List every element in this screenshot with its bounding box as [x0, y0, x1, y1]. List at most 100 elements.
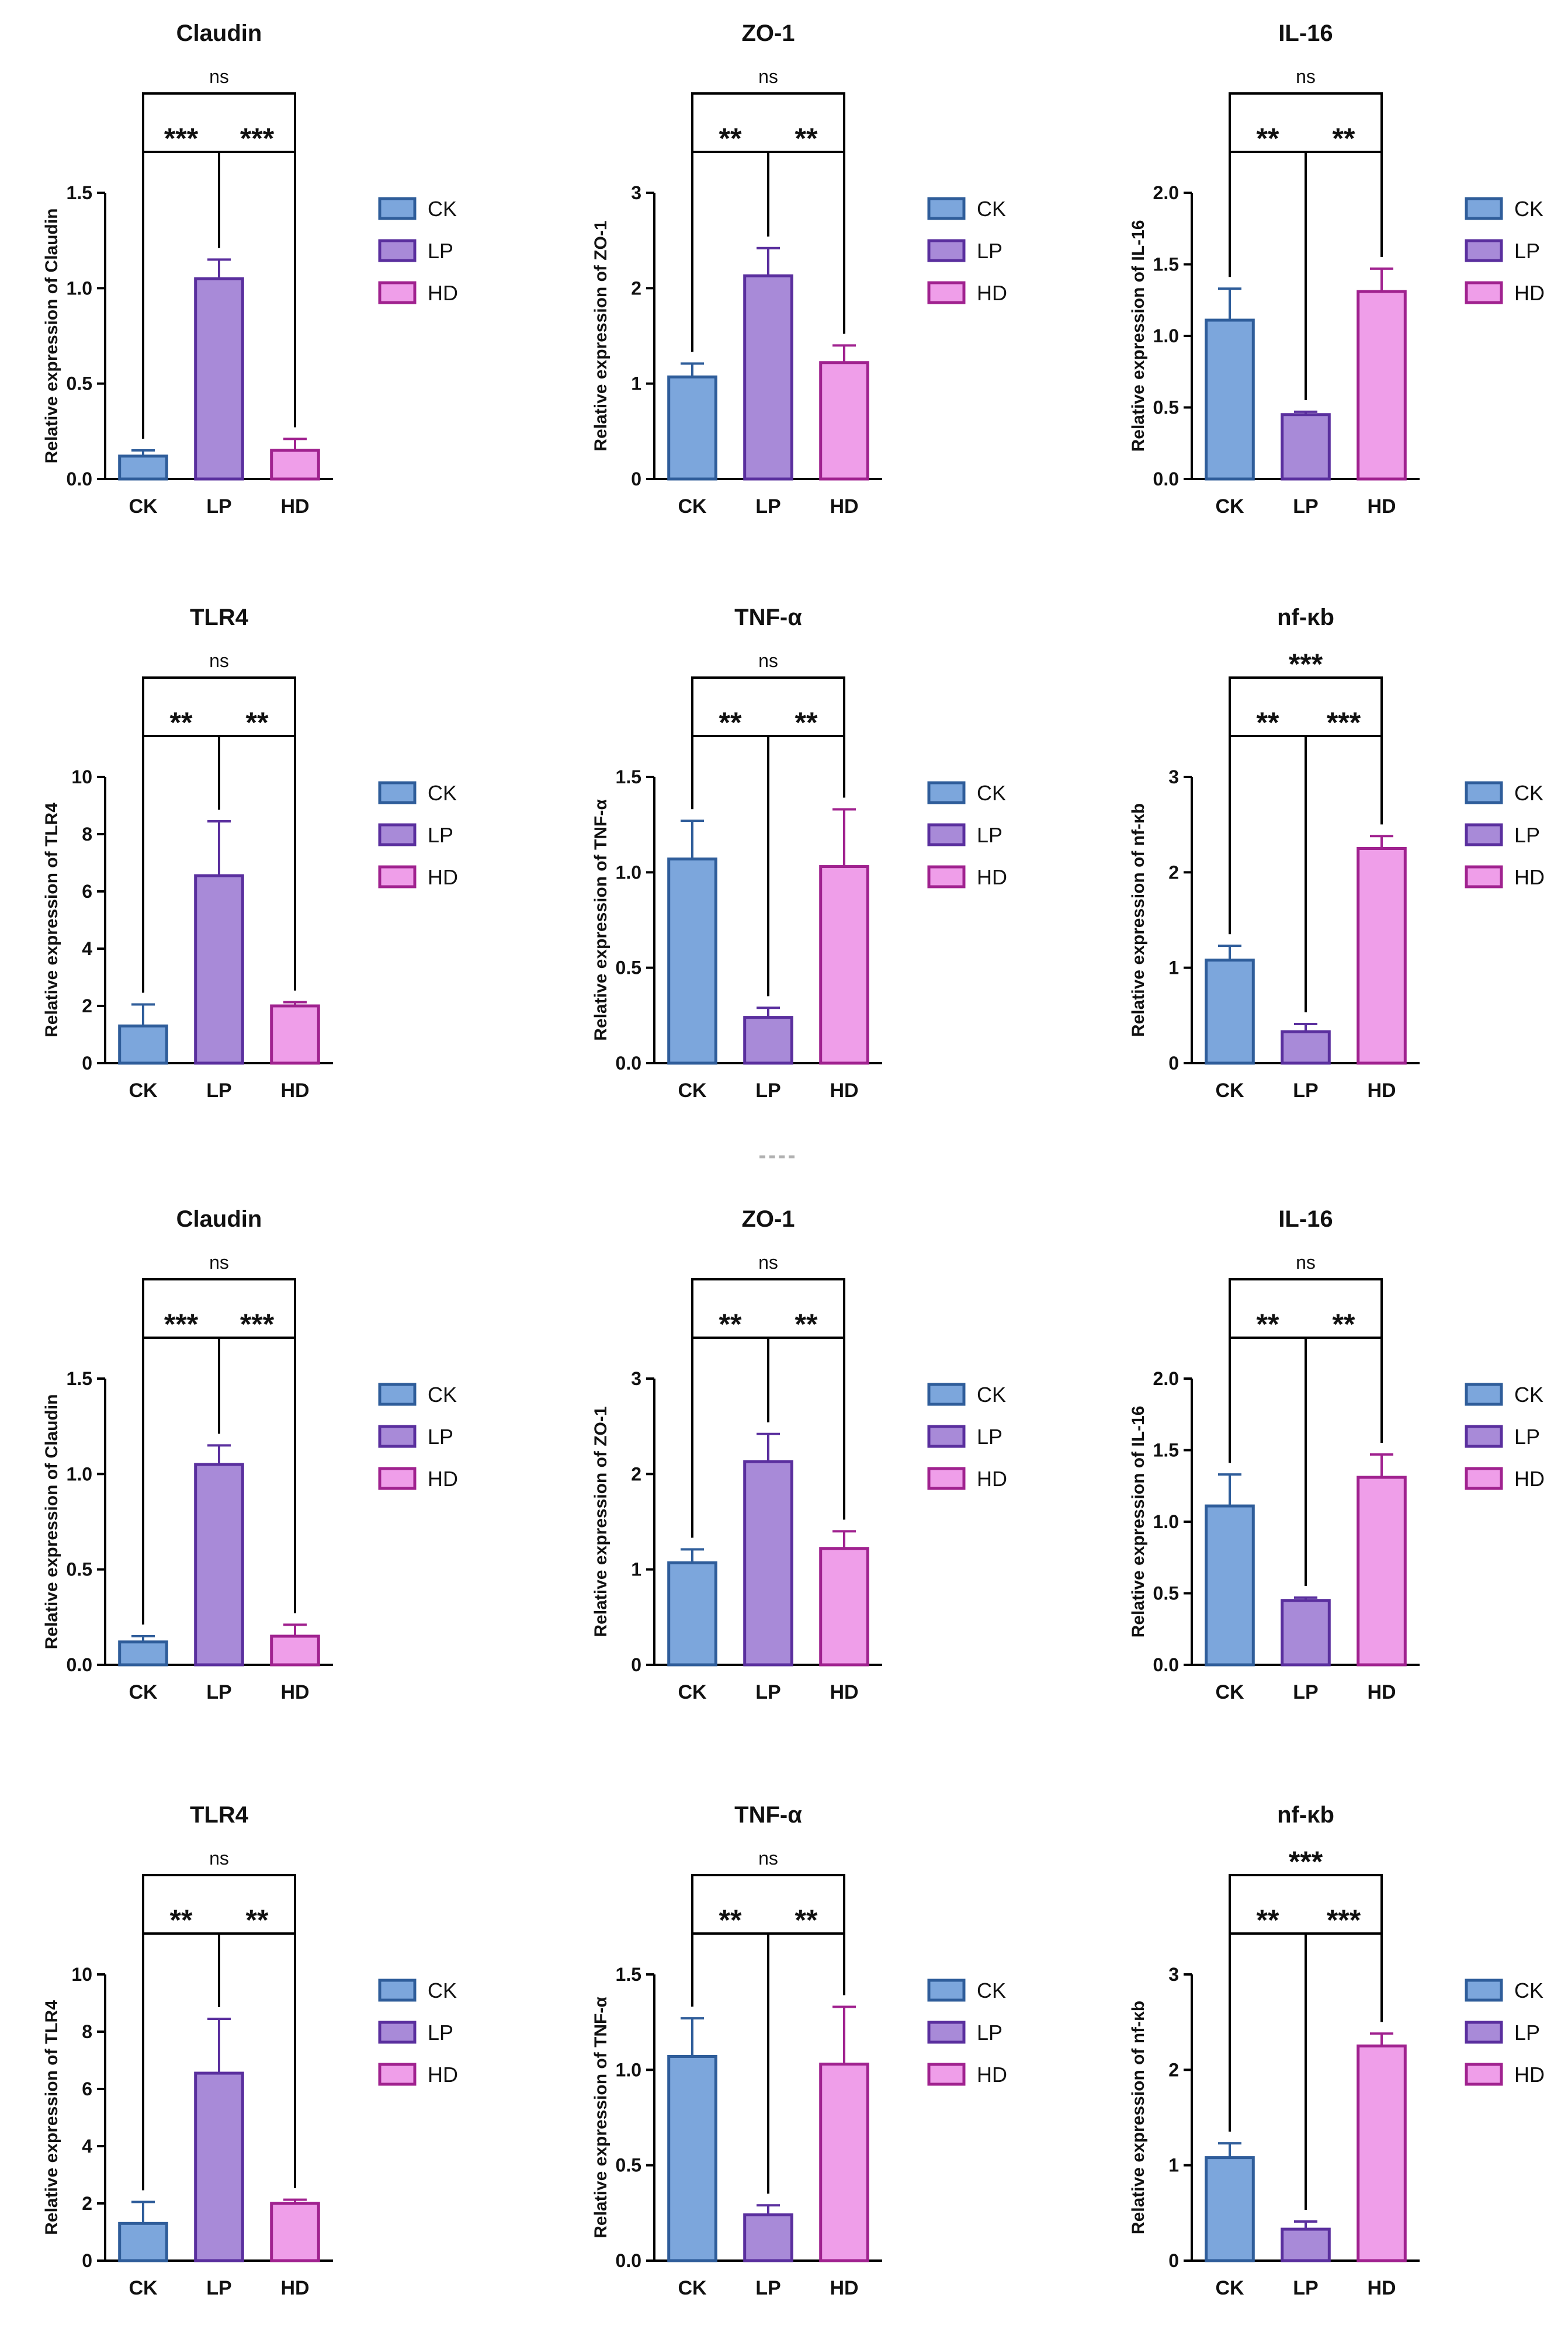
chart-title: TNF-α — [734, 1802, 802, 1828]
bar-lp — [743, 274, 793, 481]
legend-label-hd: HD — [977, 1467, 1007, 1491]
legend-swatch-lp — [378, 239, 417, 262]
chart-title: Claudin — [176, 20, 262, 46]
legend-swatch-lp — [927, 823, 966, 846]
significance-label: ** — [246, 706, 269, 739]
bar-lp — [194, 2071, 244, 2262]
legend-swatch-ck — [927, 197, 966, 220]
significance-label: ns — [1296, 1252, 1316, 1273]
legend-label-hd: HD — [1514, 865, 1545, 889]
chart-panel-10: TLR4 Relative expression of TLR4 0 2 4 6 8 10 CK… — [42, 1802, 458, 2299]
y-tick-label: 0 — [82, 2250, 92, 2271]
legend-label-hd: HD — [977, 865, 1007, 889]
legend-swatch-hd — [927, 1467, 966, 1490]
section-separator: - - — [759, 1155, 795, 1158]
bar-ck — [667, 2054, 717, 2262]
x-tick-label-lp: LP — [1293, 1080, 1318, 1102]
y-tick-label: 0.0 — [616, 1053, 641, 1074]
x-tick-label-ck: CK — [129, 1681, 158, 1703]
chart-panel-1: Claudin Relative expression of Claudin 0.0… — [42, 20, 458, 518]
significance-label: ** — [170, 706, 193, 739]
y-tick-label: 0 — [1168, 2250, 1179, 2271]
bar-ck — [1205, 1504, 1255, 1667]
legend-label-hd: HD — [428, 1467, 458, 1491]
legend-label-hd: HD — [1514, 1467, 1545, 1491]
x-tick-label-ck: CK — [678, 2277, 707, 2299]
bar-hd — [270, 2202, 320, 2262]
bar-hd — [1357, 847, 1407, 1065]
legend-label-hd: HD — [428, 865, 458, 889]
significance-label: ns — [758, 66, 778, 87]
x-tick-label-hd: HD — [830, 495, 858, 518]
chart-panel-2: ZO-1 Relative expression of ZO-1 0 1 2 3 CK LP H… — [591, 20, 1007, 518]
x-tick-label-lp: LP — [206, 495, 231, 518]
y-axis-label: Relative expression of nf-κb — [1129, 2001, 1148, 2234]
significance-label: ** — [795, 1308, 818, 1341]
legend-swatch-hd — [1465, 1467, 1503, 1490]
bar-ck — [118, 1640, 168, 1667]
legend-swatch-ck — [927, 1979, 966, 2002]
significance-label: ** — [1257, 1904, 1279, 1936]
legend-swatch-lp — [927, 1425, 966, 1448]
significance-label: *** — [240, 1308, 275, 1341]
significance-bracket — [142, 1874, 296, 2191]
legend-swatch-lp — [1465, 239, 1503, 262]
bar-hd — [270, 1634, 320, 1667]
x-tick-label-lp: LP — [206, 1080, 231, 1102]
legend-swatch-lp — [1465, 1425, 1503, 1448]
legend-label-ck: CK — [1514, 781, 1543, 805]
y-tick-label: 4 — [82, 938, 92, 959]
y-tick-label: 2 — [631, 1463, 641, 1484]
legend-swatch-hd — [927, 281, 966, 304]
x-tick-label-hd: HD — [1367, 1681, 1396, 1703]
legend-label-ck: CK — [977, 781, 1006, 805]
y-tick-label: 2 — [82, 2193, 92, 2214]
x-tick-label-ck: CK — [1215, 495, 1244, 518]
legend-label-lp: LP — [977, 1425, 1002, 1449]
legend-swatch-lp — [378, 1425, 417, 1448]
y-tick-label: 2.0 — [1153, 182, 1179, 203]
significance-label: ** — [795, 706, 818, 739]
y-axis-label: Relative expression of TLR4 — [42, 2000, 61, 2235]
significance-label: ns — [209, 1252, 229, 1273]
legend-swatch-hd — [378, 865, 417, 888]
significance-label: ** — [719, 1904, 742, 1936]
y-axis-label: Relative expression of Claudin — [42, 209, 61, 464]
y-tick-label: 2.0 — [1153, 1368, 1179, 1389]
significance-bracket — [691, 92, 845, 352]
bar-lp — [743, 1016, 793, 1065]
y-tick-label: 0 — [631, 468, 641, 490]
chart-panel-4: TLR4 Relative expression of TLR4 0 2 4 6 8 10 CK… — [42, 605, 458, 1102]
bar-ck — [1205, 318, 1255, 481]
legend-swatch-ck — [1465, 781, 1503, 804]
x-tick-label-lp: LP — [755, 2277, 780, 2299]
significance-label: ** — [719, 122, 742, 155]
legend-swatch-lp — [1465, 2021, 1503, 2044]
bar-lp — [1281, 1599, 1331, 1667]
y-tick-label: 1.5 — [67, 182, 92, 203]
y-axis-label: Relative expression of nf-κb — [1129, 803, 1148, 1037]
y-tick-label: 0.0 — [67, 1654, 92, 1675]
significance-label: ** — [1257, 122, 1279, 155]
significance-label: ** — [795, 1904, 818, 1936]
x-tick-label-lp: LP — [206, 2277, 231, 2299]
y-tick-label: 3 — [1168, 766, 1179, 787]
y-tick-label: 0.5 — [67, 1559, 92, 1580]
legend-label-hd: HD — [1514, 2063, 1545, 2087]
x-tick-label-ck: CK — [129, 2277, 158, 2299]
chart-title: TNF-α — [734, 605, 802, 630]
significance-label: ** — [1257, 706, 1279, 739]
bar-ck — [1205, 2156, 1255, 2262]
y-axis-label: Relative expression of TNF-α — [591, 1997, 610, 2238]
bar-lp — [194, 1463, 244, 1667]
y-axis-label: Relative expression of TLR4 — [42, 803, 61, 1037]
x-tick-label-lp: LP — [1293, 495, 1318, 518]
x-tick-label-lp: LP — [1293, 2277, 1318, 2299]
significance-bracket — [691, 676, 845, 810]
chart-panel-11: TNF-α Relative expression of TNF-α 0.0 0.5 1… — [591, 1802, 1007, 2299]
significance-bracket — [142, 92, 296, 439]
bar-lp — [1281, 2227, 1331, 2262]
chart-panel-6: nf-κb Relative expression of nf-κb 0 1 2 3 CK L… — [1129, 605, 1545, 1102]
x-tick-label-lp: LP — [755, 1681, 780, 1703]
